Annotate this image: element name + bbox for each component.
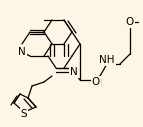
Text: O: O [126, 17, 134, 27]
Text: NH: NH [99, 55, 115, 65]
Text: S: S [21, 109, 27, 119]
Text: N: N [18, 47, 26, 57]
Text: O: O [92, 77, 100, 87]
Text: N: N [70, 67, 78, 77]
